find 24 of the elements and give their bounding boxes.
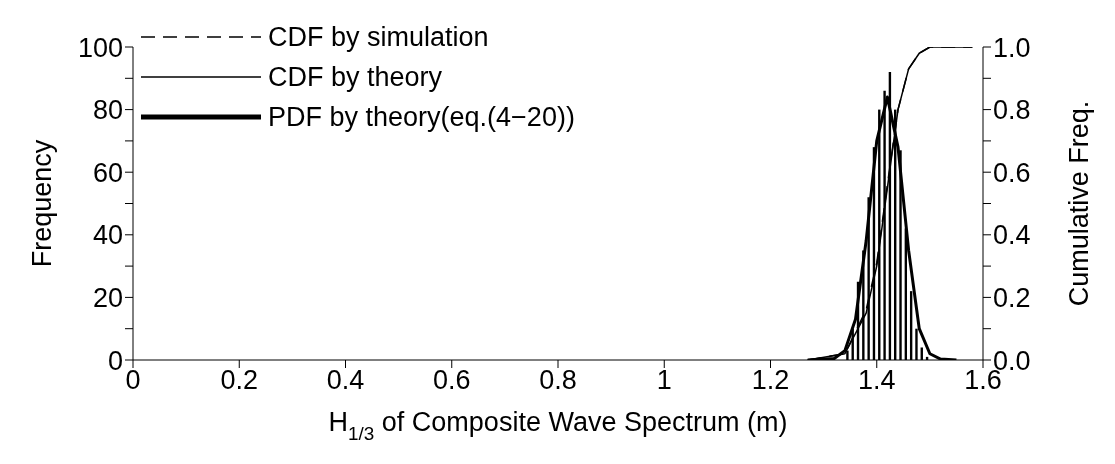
y-axis-title: Frequency: [27, 139, 58, 268]
y2-axis-title: Cumulative Freq.: [1064, 100, 1095, 307]
legend-label: CDF by theory: [268, 61, 443, 94]
y2-tick-label: 0.8: [993, 95, 1031, 126]
legend-label: CDF by simulation: [268, 21, 489, 54]
x-tick-label: 1.4: [857, 365, 896, 396]
y-tick-label: 100: [77, 32, 123, 63]
x-tick-label: 0.4: [326, 365, 365, 396]
y2-tick-label: 0.2: [993, 282, 1031, 313]
y-tick-label: 60: [92, 157, 123, 188]
x-axis-title: H$_{1/3}$ of Composite Wave Spectrum (m): [328, 407, 788, 444]
x-tick-label: 0.2: [220, 365, 259, 396]
y-tick-label: 20: [92, 282, 123, 313]
x-tick-label: 0.6: [432, 365, 471, 396]
y2-tick-label: 0.6: [993, 157, 1031, 188]
x-tick-label: 0.8: [539, 365, 577, 396]
x-tick-label: 1.2: [751, 365, 790, 396]
y2-tick-label: 0.4: [993, 220, 1031, 251]
y-tick-label: 80: [92, 95, 123, 126]
y2-tick-label: 1.0: [993, 32, 1031, 63]
y-tick-label: 40: [92, 220, 123, 251]
x-tick-label: 1: [656, 365, 672, 396]
legend-label: PDF by theory(eq.(4−20)): [268, 101, 575, 134]
y-tick-label: 0: [107, 345, 123, 376]
